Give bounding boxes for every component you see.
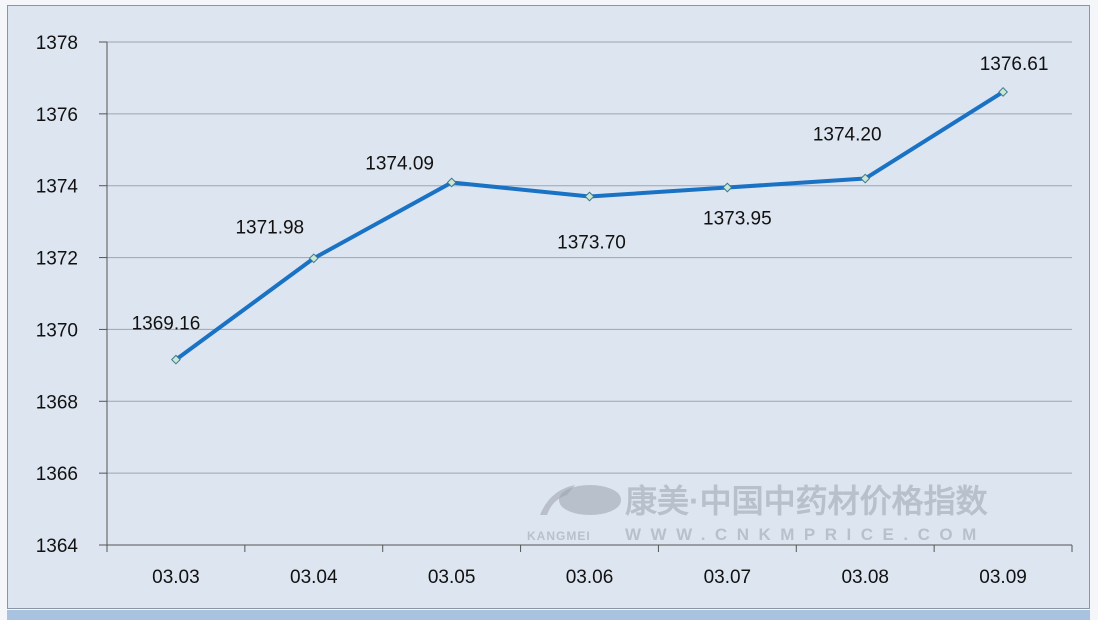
y-tick-label: 1378 [36, 33, 78, 54]
x-tick-label: 03.08 [841, 567, 889, 588]
data-point [308, 253, 319, 264]
data-label: 1371.98 [235, 217, 304, 238]
watermark-url: WWW.CNKMPRICE.COM [625, 525, 986, 544]
watermark: 康美·中国中药材价格指数 KANGMEI WWW.CNKMPRICE.COM [527, 483, 989, 544]
y-tick-label: 1372 [36, 249, 78, 270]
y-tick-label: 1366 [36, 464, 78, 485]
data-label: 1369.16 [132, 314, 201, 335]
data-point [584, 191, 595, 202]
data-label: 1376.61 [980, 54, 1049, 75]
data-point [722, 182, 733, 193]
x-tick-label: 03.07 [704, 567, 752, 588]
data-point [998, 86, 1009, 97]
bottom-strip [7, 610, 1090, 620]
x-tick-label: 03.03 [152, 567, 200, 588]
data-label: 1373.70 [557, 232, 626, 253]
data-label: 1374.20 [813, 125, 882, 146]
data-label: 1373.95 [703, 209, 772, 230]
kangmei-logo-icon [540, 485, 621, 515]
x-tick-label: 03.04 [290, 567, 338, 588]
data-point [446, 177, 457, 188]
watermark-brand-cn: 康美·中国中药材价格指数 [625, 483, 989, 519]
y-tick-label: 1364 [36, 536, 79, 557]
y-tick-label: 1368 [36, 392, 78, 413]
x-tick-label: 03.05 [428, 567, 476, 588]
y-tick-label: 1374 [36, 177, 79, 198]
data-point [170, 354, 181, 365]
data-label: 1374.09 [365, 153, 434, 174]
x-tick-label: 03.09 [979, 567, 1027, 588]
watermark-brand-en: KANGMEI [527, 529, 591, 543]
y-tick-label: 1370 [36, 320, 78, 341]
y-tick-label: 1376 [36, 105, 78, 126]
x-tick-label: 03.06 [566, 567, 614, 588]
data-point [860, 173, 871, 184]
